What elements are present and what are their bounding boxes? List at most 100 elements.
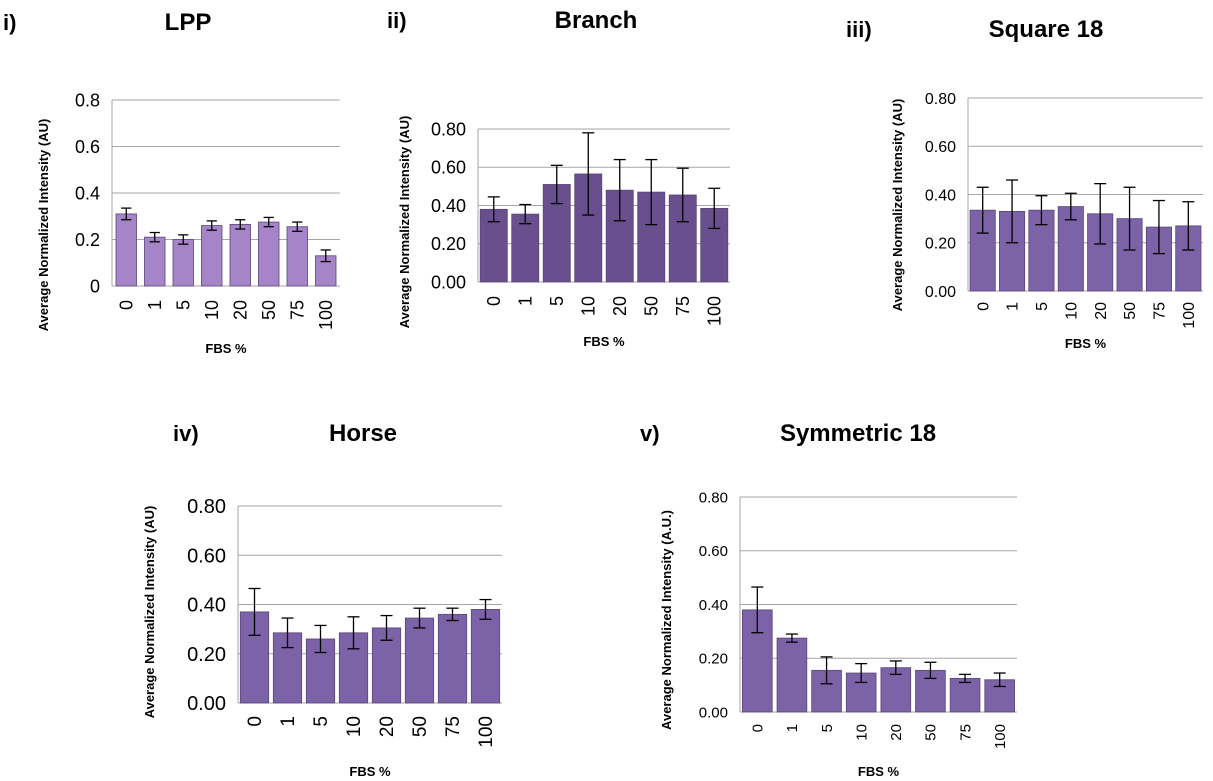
y-tick-label: 0.20 (187, 644, 226, 666)
x-tick-label: 5 (174, 300, 194, 310)
x-tick-label: 100 (476, 716, 497, 748)
y-axis-title: Average Normalized Intensity (AU) (890, 99, 905, 312)
y-tick-label: 0.80 (431, 119, 466, 139)
x-axis-title: FBS % (1065, 336, 1107, 351)
x-tick-label: 0 (975, 302, 992, 311)
y-tick-label: 0.80 (925, 91, 956, 108)
bar-20 (880, 667, 912, 713)
y-tick-label: 0.8 (75, 90, 100, 110)
chart-title: Square 18 (989, 16, 1104, 43)
bar-5 (172, 239, 194, 287)
x-tick-label: 50 (923, 724, 940, 741)
x-tick-label: 10 (202, 300, 222, 320)
x-tick-label: 50 (1122, 302, 1139, 320)
x-tick-label: 100 (316, 300, 336, 330)
y-tick-label: 0.60 (699, 543, 728, 560)
y-tick-label: 0.20 (431, 234, 466, 254)
y-tick-label: 0.80 (187, 496, 226, 518)
bar-75 (437, 613, 468, 704)
chart-panel-2: ii) Branch 0.00 0.20 0.40 0.60 0.80 0 1 5 10 20 50 75… (387, 7, 730, 349)
x-axis-title: FBS % (858, 764, 900, 779)
bar-1 (144, 236, 166, 287)
bar-20 (229, 223, 251, 287)
chart-title: Horse (329, 420, 397, 447)
bar-50 (258, 221, 280, 287)
bar-10 (845, 672, 877, 713)
panel-label: iii) (846, 17, 872, 42)
x-tick-label: 1 (516, 296, 536, 306)
chart-title: Symmetric 18 (780, 420, 936, 447)
chart-panel-4: iv) Horse 0.00 0.20 0.40 0.60 0.80 0 1 5 10 20 50 75 1… (142, 420, 502, 779)
panel-label: v) (640, 421, 660, 446)
x-tick-label: 75 (1152, 302, 1169, 320)
y-tick-label: 0.60 (925, 139, 956, 156)
x-tick-label: 100 (705, 296, 725, 326)
bar-10 (1057, 206, 1084, 292)
x-tick-label: 0 (245, 716, 266, 727)
x-tick-label: 10 (1063, 302, 1080, 320)
panel-label: ii) (387, 8, 407, 33)
y-axis-title: Average Normalized Intensity (AU) (36, 119, 51, 332)
y-tick-label: 0.40 (925, 187, 956, 204)
x-tick-label: 5 (1034, 302, 1051, 311)
x-tick-label: 5 (547, 296, 567, 306)
x-tick-label: 75 (288, 300, 308, 320)
x-tick-label: 20 (888, 724, 905, 741)
x-tick-label: 75 (673, 296, 693, 316)
y-tick-label: 0.00 (925, 284, 956, 301)
x-tick-label: 20 (377, 716, 398, 737)
x-tick-label: 1 (784, 724, 801, 732)
x-axis-title: FBS % (349, 764, 391, 779)
bar-75 (286, 226, 308, 287)
x-tick-label: 1 (145, 300, 165, 310)
y-tick-label: 0.80 (699, 489, 728, 506)
bar-10 (201, 225, 223, 287)
x-tick-label: 50 (410, 716, 431, 737)
bar-1 (776, 637, 808, 713)
x-tick-label: 10 (853, 724, 870, 741)
x-tick-label: 10 (344, 716, 365, 737)
bar-75 (949, 678, 981, 713)
x-tick-label: 20 (610, 296, 630, 316)
panel-label: iv) (173, 421, 199, 446)
x-axis-title: FBS % (583, 334, 625, 349)
x-tick-label: 10 (579, 296, 599, 316)
x-tick-label: 100 (992, 724, 1009, 749)
chart-panel-5: v) Symmetric 18 0.00 0.20 0.40 0.60 0.80 0 1 5 10 2… (640, 420, 1017, 779)
bar-0 (115, 213, 137, 287)
y-tick-label: 0.40 (431, 196, 466, 216)
y-tick-label: 0.20 (699, 651, 728, 668)
chart-title: Branch (555, 7, 638, 34)
x-axis-title: FBS % (205, 341, 247, 356)
y-tick-label: 0.00 (431, 272, 466, 292)
chart-panel-3: iii) Square 18 0.00 0.20 0.40 0.60 0.80 0 1 5 10 20… (846, 16, 1203, 351)
y-tick-label: 0.00 (699, 704, 728, 721)
bar-1 (511, 213, 540, 283)
y-axis-title: Average Normalized Intensity (A.U.) (659, 510, 674, 730)
chart-title: LPP (165, 9, 212, 36)
x-tick-label: 1 (278, 716, 299, 727)
x-tick-label: 0 (117, 300, 137, 310)
y-tick-label: 0.2 (75, 230, 100, 250)
y-tick-label: 0.60 (431, 158, 466, 178)
x-tick-label: 50 (259, 300, 279, 320)
panel-label: i) (3, 10, 16, 35)
y-tick-label: 0.40 (699, 597, 728, 614)
y-axis-title: Average Normalized Intensity (AU) (142, 506, 157, 719)
x-tick-label: 5 (819, 724, 836, 732)
bar-50 (404, 617, 435, 704)
x-tick-label: 75 (957, 724, 974, 741)
x-tick-label: 0 (484, 296, 504, 306)
y-tick-label: 0.60 (187, 545, 226, 567)
y-tick-label: 0.6 (75, 137, 100, 157)
y-tick-label: 0.00 (187, 693, 226, 715)
x-tick-label: 1 (1005, 302, 1022, 311)
x-tick-label: 100 (1181, 302, 1198, 329)
y-tick-label: 0.20 (925, 236, 956, 253)
x-tick-label: 20 (1093, 302, 1110, 320)
y-tick-label: 0.4 (75, 183, 100, 203)
x-tick-label: 50 (642, 296, 662, 316)
x-tick-label: 75 (443, 716, 464, 737)
x-tick-label: 5 (311, 716, 332, 727)
bar-100 (470, 609, 501, 704)
